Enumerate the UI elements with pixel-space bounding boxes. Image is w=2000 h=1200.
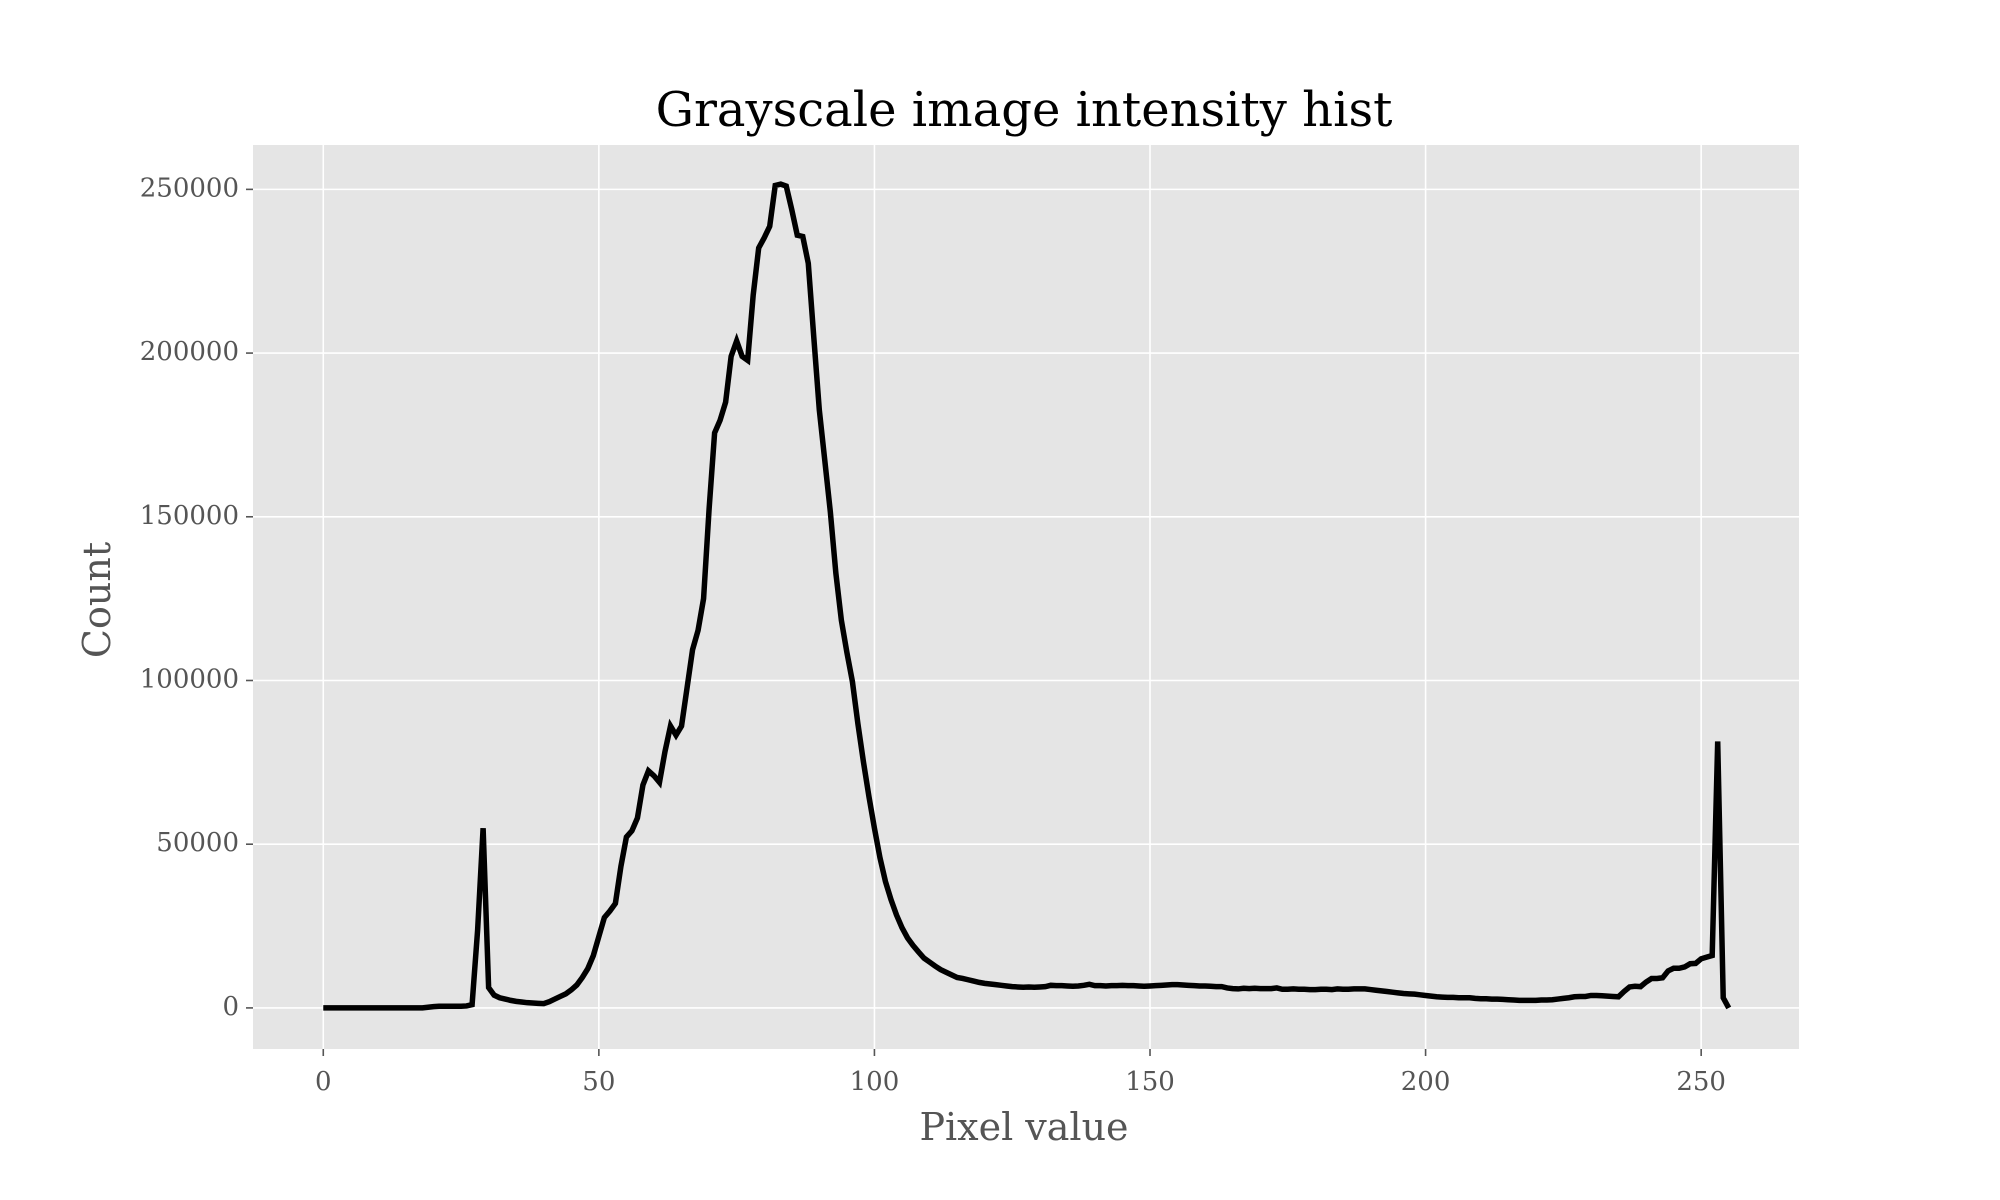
x-tick-label: 200 bbox=[1401, 1067, 1451, 1097]
y-tick-label: 100000 bbox=[140, 664, 239, 694]
x-tick-label: 100 bbox=[850, 1067, 900, 1097]
y-tick-label: 0 bbox=[222, 992, 239, 1022]
chart-title: Grayscale image intensity hist bbox=[656, 82, 1393, 138]
x-tick-label: 150 bbox=[1125, 1067, 1175, 1097]
y-tick-label: 250000 bbox=[140, 173, 239, 203]
y-tick-label: 200000 bbox=[140, 337, 239, 367]
histogram-line bbox=[323, 181, 1732, 1011]
y-tick-label: 150000 bbox=[140, 501, 239, 531]
x-axis-label: Pixel value bbox=[919, 1105, 1128, 1149]
x-tick-label: 250 bbox=[1676, 1067, 1726, 1097]
plot-background bbox=[253, 145, 1799, 1049]
x-tick-label: 0 bbox=[315, 1067, 332, 1097]
y-axis-label: Count bbox=[75, 542, 119, 658]
x-tick-label: 50 bbox=[582, 1067, 615, 1097]
y-tick-label: 50000 bbox=[156, 828, 239, 858]
